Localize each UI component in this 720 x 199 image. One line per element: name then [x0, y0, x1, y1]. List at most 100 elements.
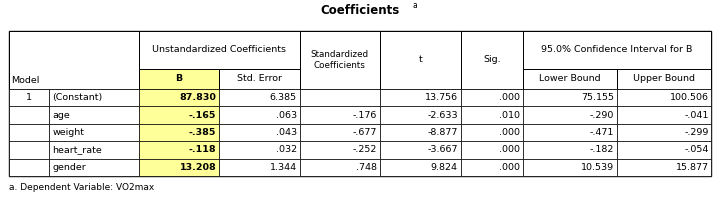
- Text: 13.208: 13.208: [179, 163, 216, 172]
- Bar: [523, 31, 711, 69]
- Bar: [523, 159, 617, 176]
- Bar: [219, 89, 300, 106]
- Bar: [461, 159, 523, 176]
- Bar: [461, 106, 523, 124]
- Text: .000: .000: [499, 163, 520, 172]
- Text: 87.830: 87.830: [179, 93, 216, 102]
- Text: 1.344: 1.344: [269, 163, 297, 172]
- Text: Upper Bound: Upper Bound: [633, 74, 696, 83]
- Text: Model: Model: [12, 76, 40, 85]
- Bar: [461, 89, 523, 106]
- Bar: [380, 89, 461, 106]
- Text: -.118: -.118: [189, 145, 216, 154]
- Text: -3.667: -3.667: [427, 145, 458, 154]
- Text: .000: .000: [499, 93, 520, 102]
- Bar: [9, 124, 49, 141]
- Text: Std. Error: Std. Error: [237, 74, 282, 83]
- Text: .032: .032: [276, 145, 297, 154]
- Text: -.182: -.182: [590, 145, 614, 154]
- Text: -.290: -.290: [590, 111, 614, 120]
- Bar: [380, 141, 461, 159]
- Bar: [523, 124, 617, 141]
- Bar: [380, 159, 461, 176]
- Bar: [9, 159, 49, 176]
- Text: heart_rate: heart_rate: [53, 145, 102, 154]
- Text: 9.824: 9.824: [431, 163, 458, 172]
- Text: B: B: [175, 74, 182, 83]
- Bar: [380, 31, 461, 89]
- Text: -.299: -.299: [684, 128, 708, 137]
- Bar: [9, 89, 49, 106]
- Bar: [461, 31, 523, 89]
- Text: Coefficients: Coefficients: [320, 4, 400, 18]
- Bar: [617, 124, 711, 141]
- Bar: [138, 89, 219, 106]
- Bar: [523, 89, 617, 106]
- Bar: [9, 31, 138, 89]
- Bar: [523, 69, 617, 89]
- Bar: [617, 159, 711, 176]
- Text: t: t: [418, 55, 422, 64]
- Text: a. Dependent Variable: VO2max: a. Dependent Variable: VO2max: [9, 182, 154, 192]
- Bar: [219, 69, 300, 89]
- Text: .043: .043: [276, 128, 297, 137]
- Text: 13.756: 13.756: [425, 93, 458, 102]
- Bar: [138, 31, 300, 69]
- Bar: [138, 141, 219, 159]
- Bar: [461, 124, 523, 141]
- Text: 75.155: 75.155: [581, 93, 614, 102]
- Bar: [9, 106, 49, 124]
- Bar: [219, 124, 300, 141]
- Bar: [49, 124, 138, 141]
- Bar: [219, 141, 300, 159]
- Bar: [219, 159, 300, 176]
- Text: -2.633: -2.633: [427, 111, 458, 120]
- Text: 95.0% Confidence Interval for B: 95.0% Confidence Interval for B: [541, 45, 693, 54]
- Bar: [380, 106, 461, 124]
- Bar: [49, 89, 138, 106]
- Bar: [523, 106, 617, 124]
- Bar: [300, 141, 380, 159]
- Text: a: a: [413, 1, 418, 11]
- Text: .063: .063: [276, 111, 297, 120]
- Text: .000: .000: [499, 145, 520, 154]
- Text: .748: .748: [356, 163, 377, 172]
- Bar: [380, 124, 461, 141]
- Bar: [49, 106, 138, 124]
- Bar: [461, 141, 523, 159]
- Bar: [523, 141, 617, 159]
- Bar: [300, 159, 380, 176]
- Text: -8.877: -8.877: [428, 128, 458, 137]
- Text: -.385: -.385: [189, 128, 216, 137]
- Bar: [617, 89, 711, 106]
- Text: 6.385: 6.385: [269, 93, 297, 102]
- Text: .010: .010: [499, 111, 520, 120]
- Bar: [9, 31, 711, 176]
- Text: Unstandardized Coefficients: Unstandardized Coefficients: [152, 45, 286, 54]
- Bar: [138, 124, 219, 141]
- Bar: [300, 89, 380, 106]
- Bar: [617, 69, 711, 89]
- Text: -.677: -.677: [353, 128, 377, 137]
- Text: -.471: -.471: [590, 128, 614, 137]
- Text: 10.539: 10.539: [581, 163, 614, 172]
- Text: -.041: -.041: [684, 111, 708, 120]
- Bar: [49, 159, 138, 176]
- Text: -.176: -.176: [353, 111, 377, 120]
- Text: 1: 1: [26, 93, 32, 102]
- Bar: [617, 106, 711, 124]
- Text: Sig.: Sig.: [483, 55, 500, 64]
- Text: -.252: -.252: [353, 145, 377, 154]
- Bar: [300, 124, 380, 141]
- Bar: [138, 159, 219, 176]
- Text: 100.506: 100.506: [670, 93, 708, 102]
- Text: gender: gender: [53, 163, 86, 172]
- Text: 15.877: 15.877: [675, 163, 708, 172]
- Text: Standardized
Coefficients: Standardized Coefficients: [311, 50, 369, 70]
- Bar: [138, 106, 219, 124]
- Bar: [219, 106, 300, 124]
- Text: Lower Bound: Lower Bound: [539, 74, 600, 83]
- Text: .000: .000: [499, 128, 520, 137]
- Text: -.054: -.054: [684, 145, 708, 154]
- Text: weight: weight: [53, 128, 84, 137]
